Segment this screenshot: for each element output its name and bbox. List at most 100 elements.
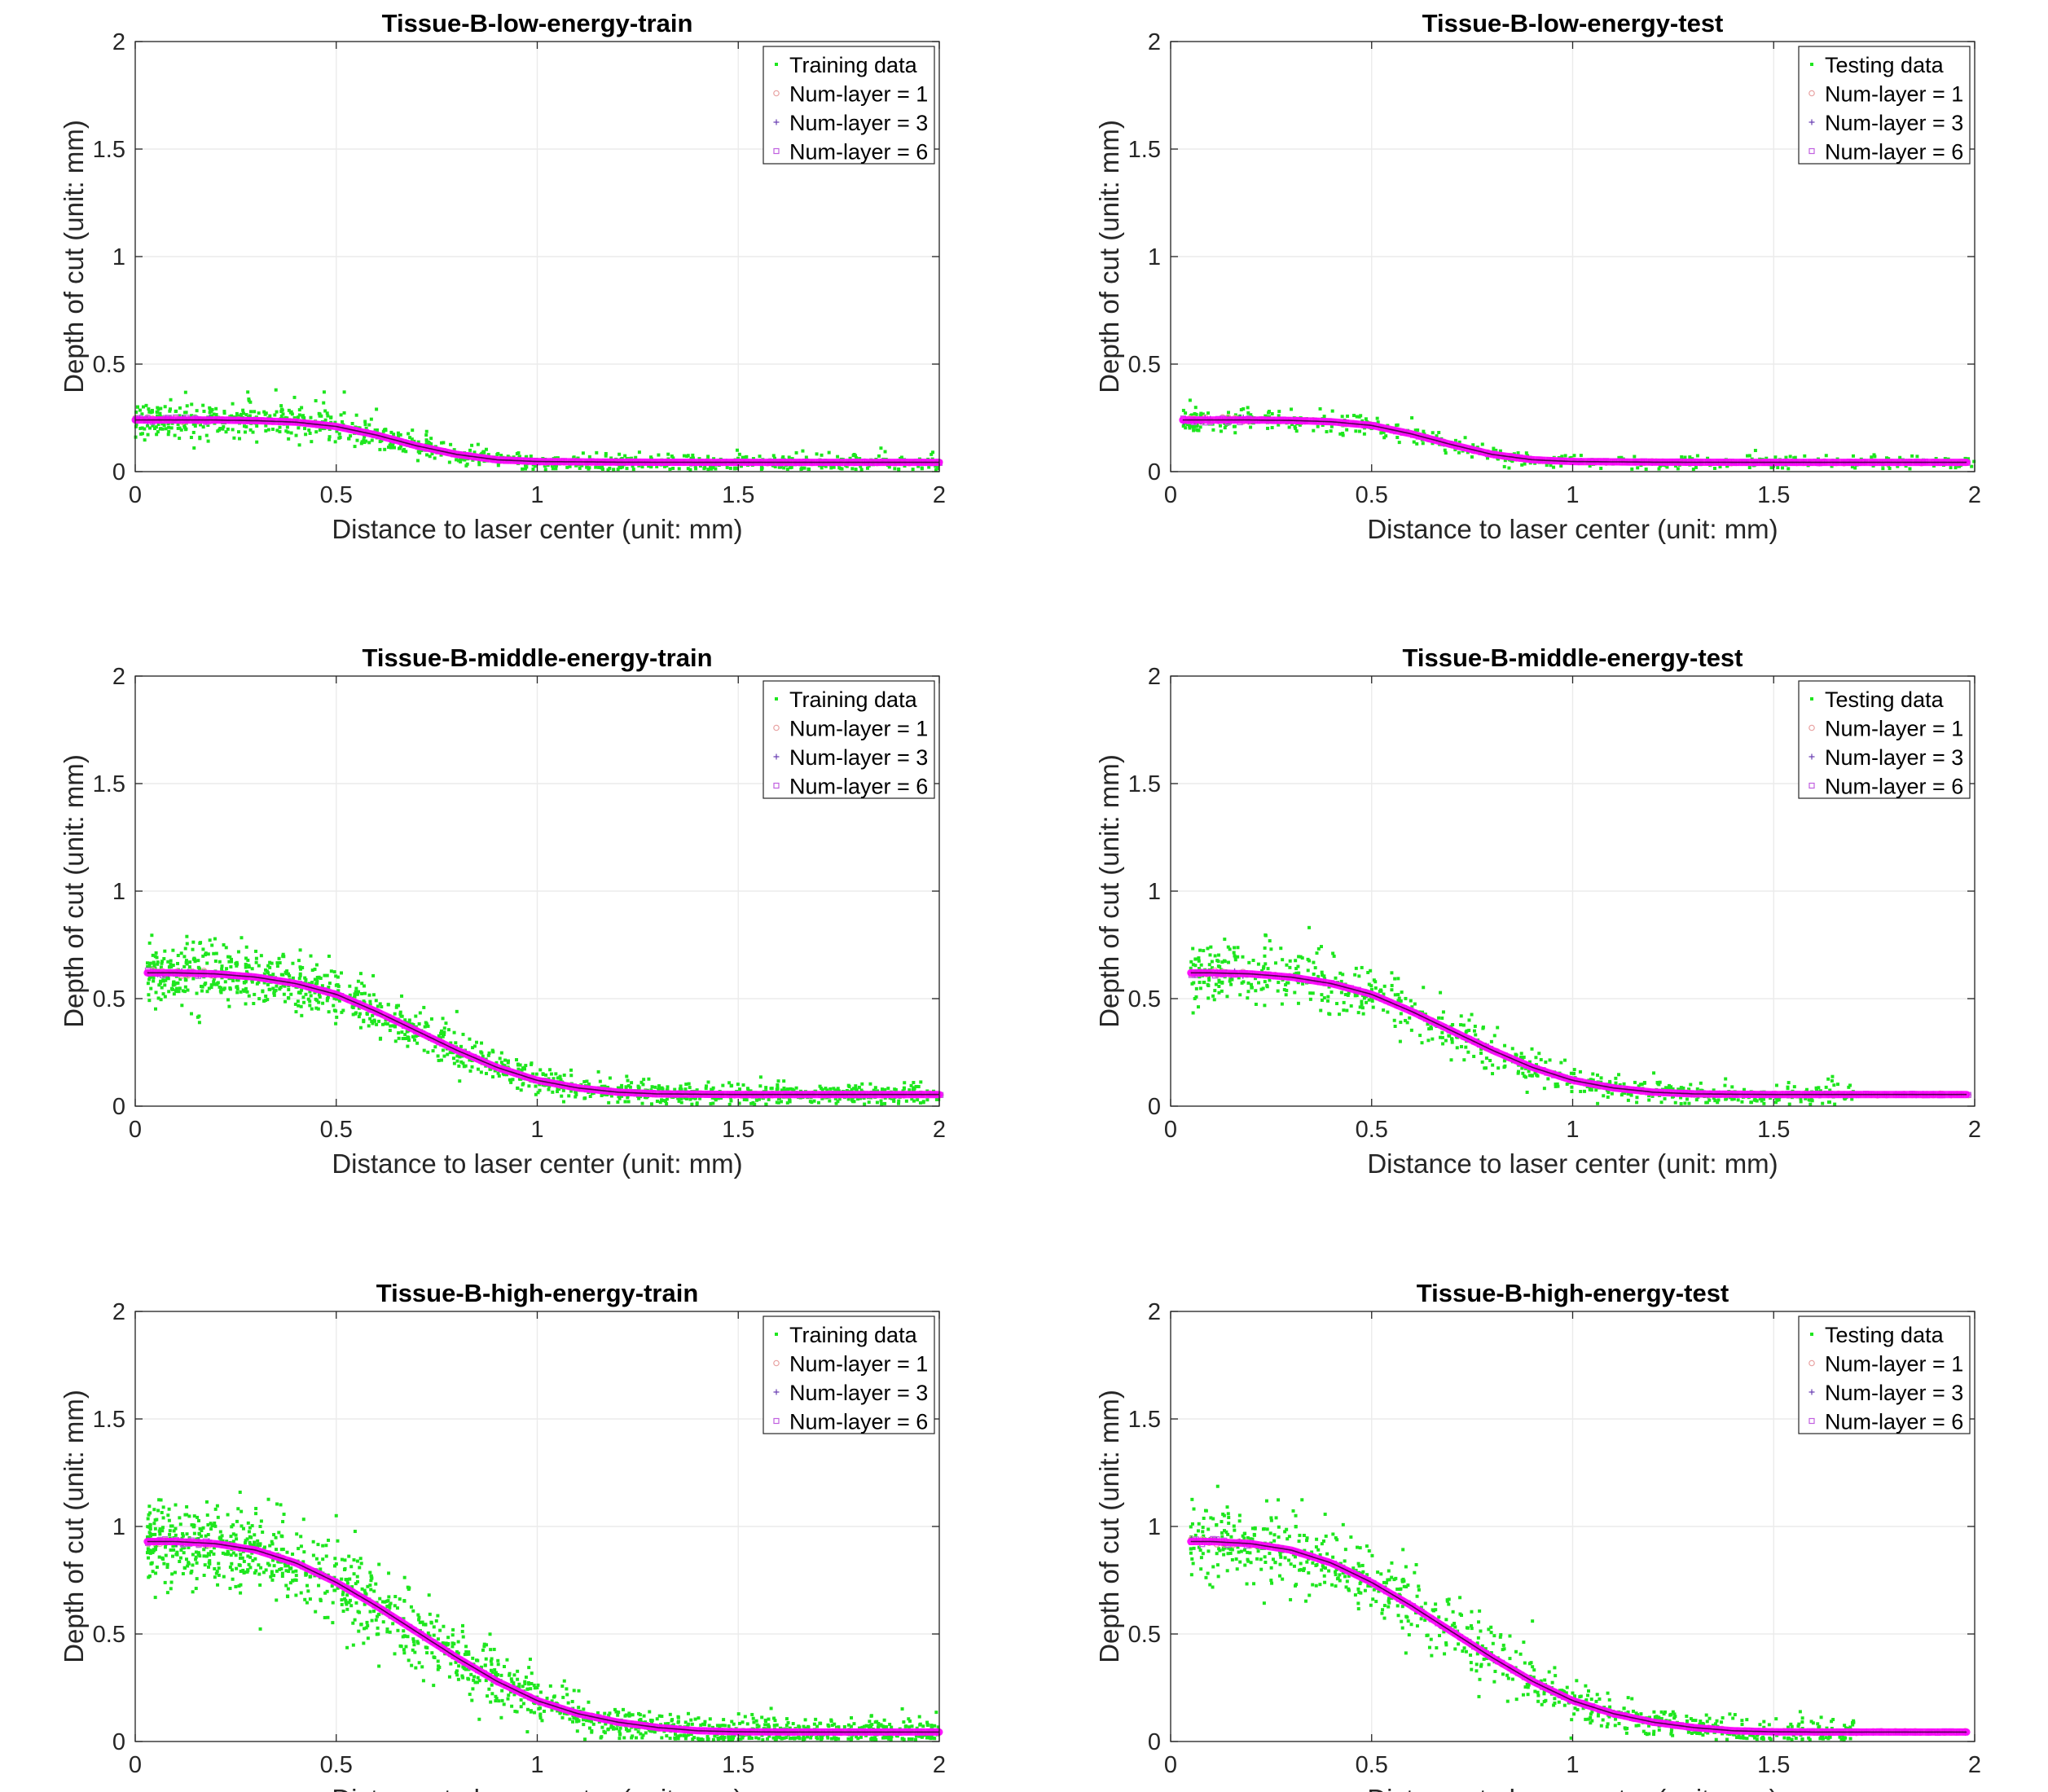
ticks	[1170, 41, 1975, 472]
data-point	[1970, 464, 1974, 468]
data-point	[266, 998, 270, 1002]
x-tick-label: 1	[1566, 482, 1579, 508]
data-point	[1622, 1082, 1626, 1086]
data-point	[407, 1018, 411, 1022]
data-point	[1355, 415, 1359, 419]
data-point	[666, 452, 670, 456]
data-point	[1915, 455, 1919, 459]
data-point	[1507, 466, 1511, 470]
data-point	[182, 424, 187, 428]
data-point	[481, 450, 486, 454]
data-point	[407, 432, 411, 436]
data-point	[355, 438, 359, 442]
data-point	[303, 976, 307, 980]
data-point	[221, 427, 225, 431]
data-point	[1713, 1099, 1717, 1103]
data-point	[1320, 970, 1324, 974]
data-point	[226, 427, 230, 431]
data-point	[631, 468, 635, 472]
data-point	[612, 468, 616, 472]
data-point	[788, 1100, 792, 1104]
data-point	[436, 1054, 440, 1058]
data-point	[1358, 1005, 1362, 1009]
data-point	[1437, 431, 1441, 435]
data-point	[776, 1083, 780, 1087]
data-point	[464, 463, 468, 468]
data-point	[516, 451, 521, 455]
data-point	[262, 972, 266, 976]
data-point	[576, 456, 580, 460]
data-point	[171, 983, 175, 987]
x-tick-label: 0.5	[320, 1117, 353, 1143]
data-point	[1191, 963, 1195, 967]
data-point	[178, 406, 182, 410]
data-point	[1633, 455, 1637, 459]
data-point	[1833, 1102, 1837, 1106]
data-point	[1470, 455, 1474, 459]
data-point	[1637, 1084, 1641, 1088]
data-point	[212, 951, 216, 955]
data-point	[1608, 1079, 1612, 1083]
data-point	[424, 429, 428, 433]
data-point	[1516, 1069, 1520, 1074]
data-point	[1211, 994, 1215, 998]
data-point	[1787, 1081, 1791, 1085]
data-point	[406, 1044, 410, 1048]
data-point	[437, 1034, 441, 1038]
data-point	[291, 961, 295, 965]
data-point	[1208, 953, 1212, 957]
data-point	[1821, 1101, 1825, 1105]
data-point	[389, 430, 393, 434]
data-point	[378, 1002, 382, 1006]
data-point	[1230, 977, 1234, 982]
data-point	[1596, 1073, 1600, 1077]
data-point	[299, 1004, 303, 1008]
data-point	[1390, 988, 1394, 992]
data-point	[732, 467, 736, 471]
data-point	[459, 1060, 464, 1064]
data-point	[362, 1020, 366, 1024]
data-point	[428, 455, 432, 459]
data-point	[470, 443, 474, 447]
data-point	[1516, 451, 1520, 455]
data-point	[1544, 1060, 1548, 1064]
data-point	[666, 1085, 670, 1089]
data-point	[1335, 1002, 1339, 1006]
data-point	[845, 464, 849, 468]
data-point	[371, 1021, 375, 1026]
data-point	[580, 463, 584, 468]
y-tick-label: 2	[112, 664, 125, 690]
data-point	[318, 995, 322, 999]
data-point	[446, 1052, 450, 1056]
data-point-outlier	[222, 943, 226, 947]
data-point	[903, 1081, 907, 1085]
data-point	[1949, 466, 1953, 470]
data-point	[429, 442, 433, 446]
data-point	[154, 951, 158, 955]
data-point	[222, 987, 226, 991]
legend-label: Num-layer = 6	[789, 140, 928, 165]
data-point	[350, 421, 354, 425]
data-point	[371, 993, 376, 997]
legend-label: Num-layer = 3	[1825, 111, 1963, 135]
data-point	[1395, 424, 1399, 428]
legend-box	[763, 680, 935, 799]
data-point	[229, 964, 233, 968]
data-point	[461, 1061, 465, 1065]
data-point	[1908, 467, 1912, 471]
data-point	[329, 415, 333, 419]
data-point	[206, 439, 210, 443]
data-point	[160, 986, 164, 990]
data-point	[727, 1081, 732, 1085]
data-point	[691, 453, 695, 457]
data-point	[1730, 1097, 1734, 1101]
data-point	[1804, 1087, 1808, 1091]
data-point	[157, 983, 161, 987]
data-point	[250, 978, 254, 982]
data-point	[297, 443, 301, 447]
data-point	[203, 953, 207, 957]
chart-title: Tissue-B-low-energy-train	[382, 9, 693, 37]
data-point	[299, 967, 303, 971]
data-point	[1294, 967, 1299, 971]
data-point	[1188, 426, 1192, 430]
